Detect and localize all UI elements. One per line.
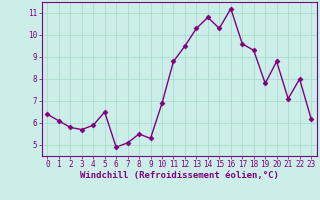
X-axis label: Windchill (Refroidissement éolien,°C): Windchill (Refroidissement éolien,°C) (80, 171, 279, 180)
